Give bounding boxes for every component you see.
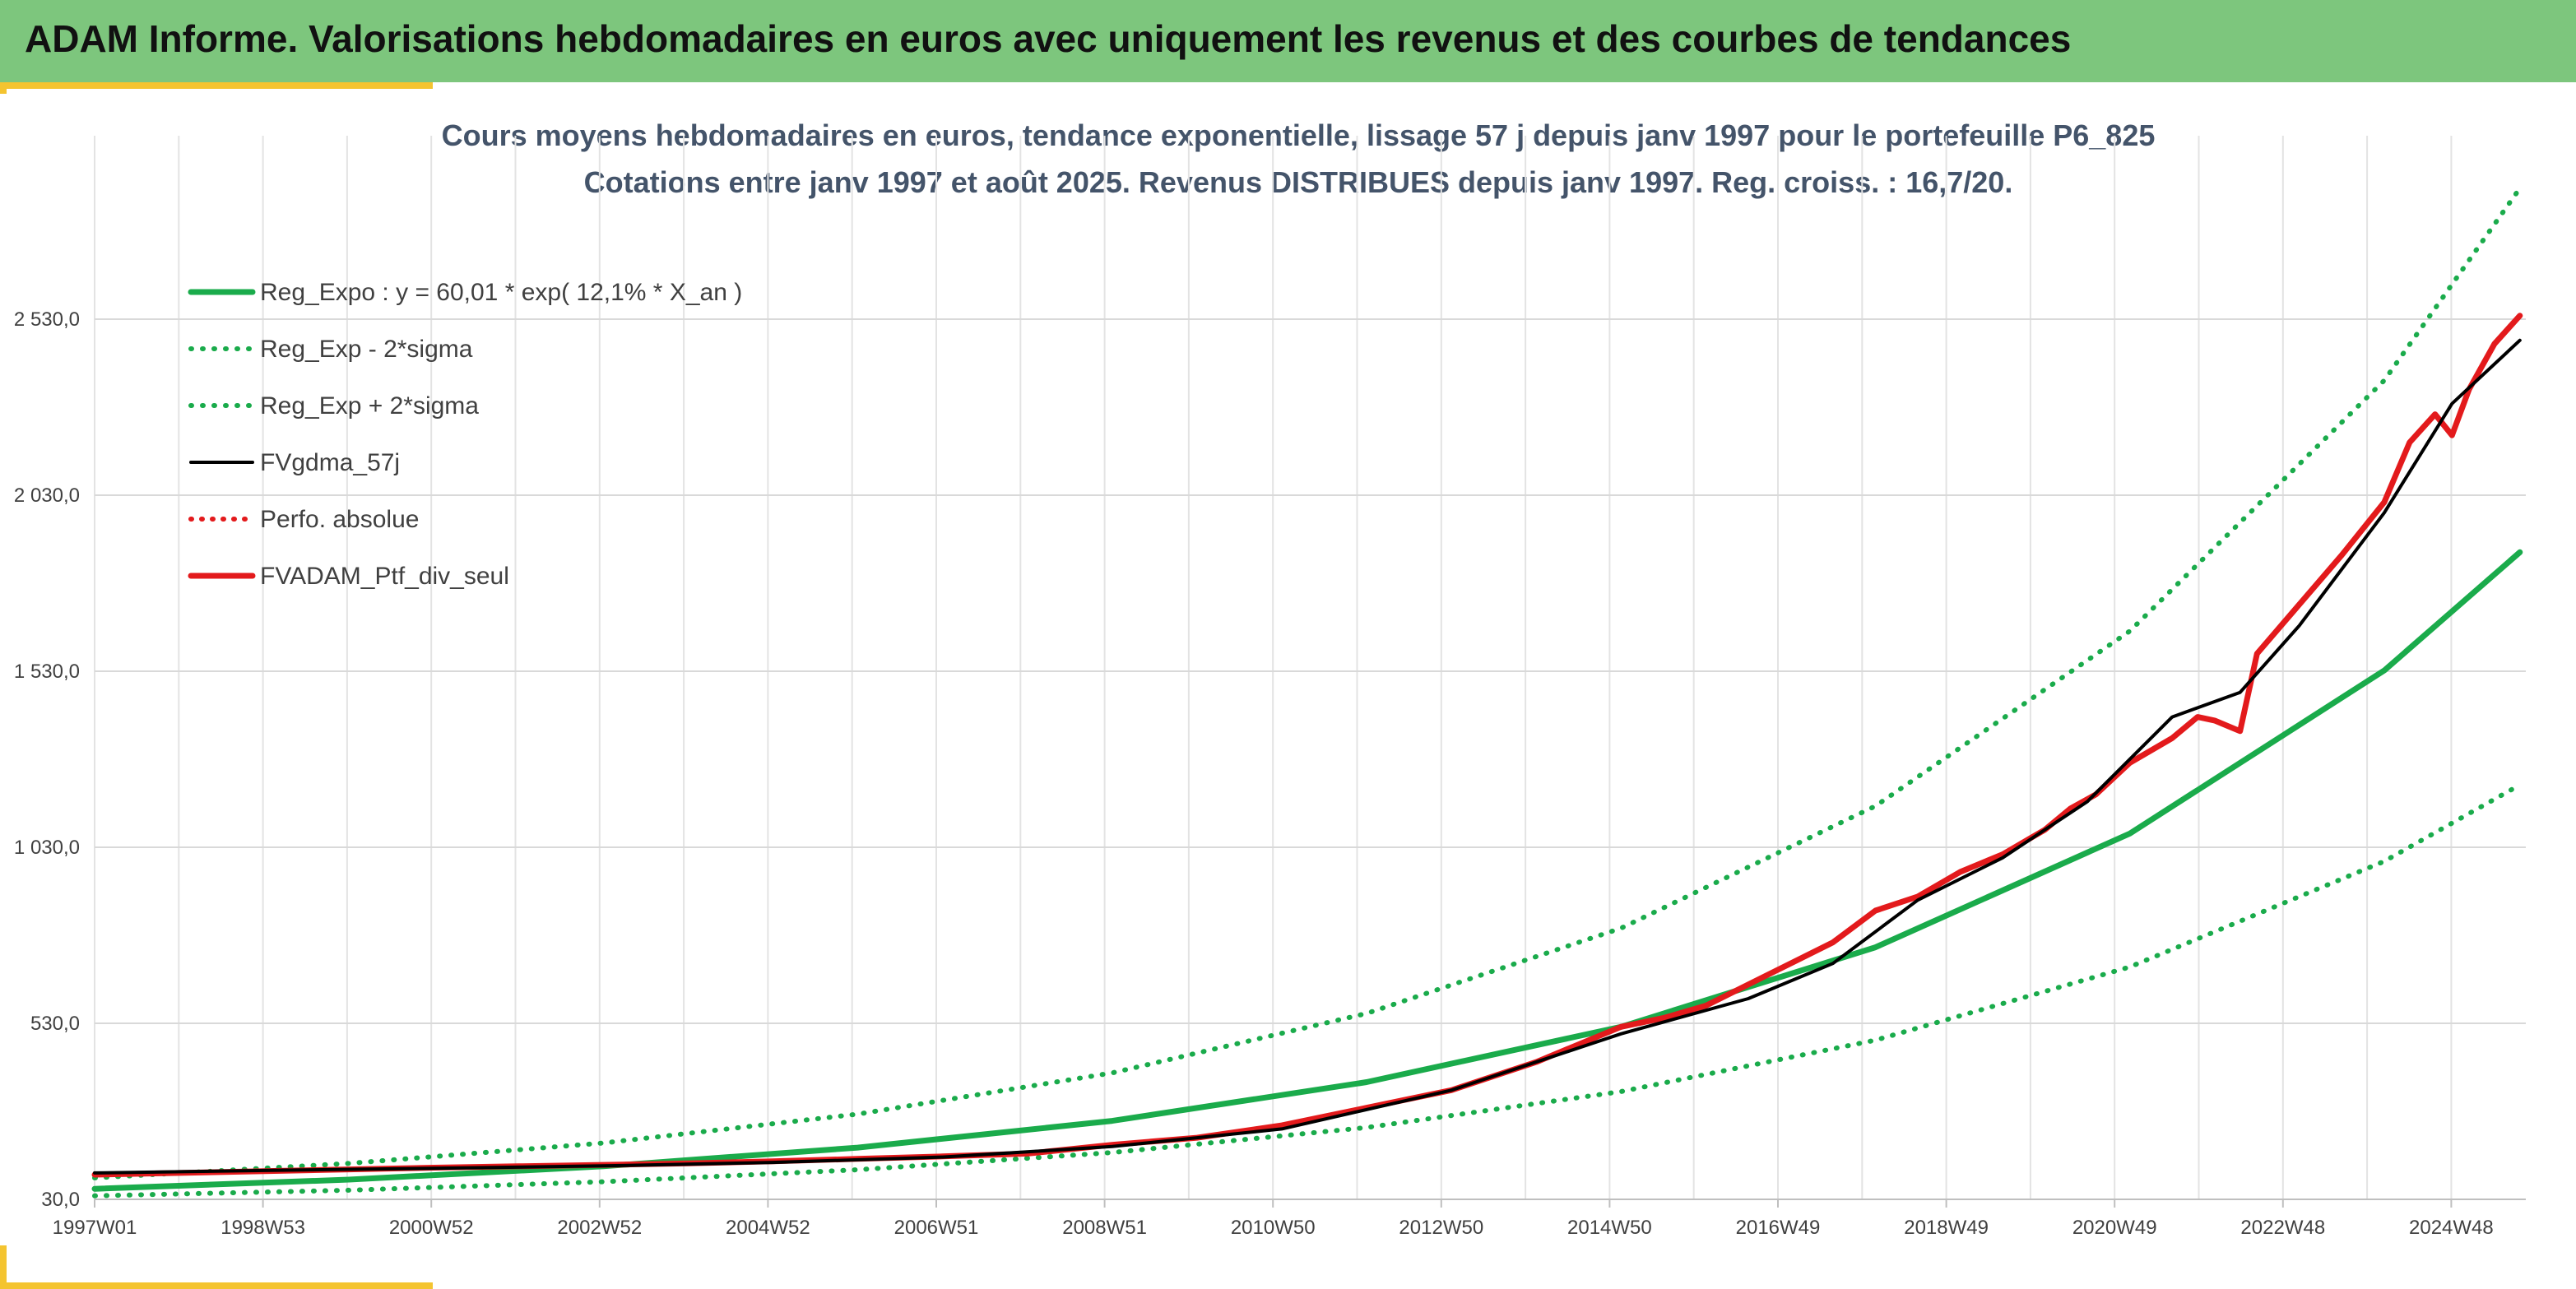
x-tick-label: 1998W53 [220,1217,305,1239]
x-tick-label: 2006W51 [894,1217,979,1239]
x-tick-label: 2014W50 [1567,1217,1652,1239]
x-tick-label: 2020W49 [2072,1217,2157,1239]
x-tick-label: 2016W49 [1736,1217,1821,1239]
legend-label: FVgdma_57j [260,449,400,476]
x-tick-label: 2010W50 [1231,1217,1316,1239]
x-tick-label: 2004W52 [726,1217,810,1239]
legend-label: Perfo. absolue [260,506,419,533]
series-group [91,185,2523,1199]
header-banner: ADAM Informe. Valorisations hebdomadaire… [0,0,2576,82]
y-tick-label: 530,0 [30,1013,80,1035]
accent-bar-left [0,82,7,94]
x-tick-label: 2018W49 [1904,1217,1989,1239]
x-tick-label: 2012W50 [1399,1217,1483,1239]
y-tick-label: 1 030,0 [14,837,80,859]
series-line-3 [93,338,2522,1175]
legend-label: Reg_Exp + 2*sigma [260,392,479,420]
x-tick-label: 2024W48 [2409,1217,2494,1239]
chart: Cours moyens hebdomadaires en euros, ten… [14,118,2526,1239]
series-line-0 [91,549,2523,1192]
series-line-1 [92,782,2523,1199]
accent-bar-bottom-left [0,1282,433,1289]
x-tick-label: 2002W52 [557,1217,642,1239]
accent-bar-left-bottom [0,1245,7,1289]
legend-label: Reg_Expo : y = 60,01 * exp( 12,1% * X_an… [260,279,742,306]
y-tick-label: 2 030,0 [14,485,80,507]
y-tick-label: 2 530,0 [14,308,80,331]
chart-title-line2: Cotations entre janv 1997 et août 2025. … [584,165,2013,199]
x-tick-label: 2008W51 [1062,1217,1147,1239]
axes: 30,0 530,0 1 030,0 1 530,0 2 030,0 2 530,0 199… [14,308,2526,1239]
series-line-2 [92,185,2523,1180]
legend-label: FVADAM_Ptf_div_seul [260,563,509,590]
y-tick-label: 30,0 [41,1189,80,1211]
legend-label: Reg_Exp - 2*sigma [260,336,473,363]
x-tick-label: 1997W01 [53,1217,137,1239]
accent-bar-top-left [0,82,433,89]
chart-title-line1: Cours moyens hebdomadaires en euros, ten… [442,118,2156,152]
x-tick-label: 2000W52 [389,1217,474,1239]
y-tick-label: 1 530,0 [14,661,80,683]
legend: Reg_Expo : y = 60,01 * exp( 12,1% * X_an… [188,279,742,590]
page-title: ADAM Informe. Valorisations hebdomadaire… [25,17,2072,60]
series-line-5 [91,313,2523,1178]
x-tick-label: 2022W48 [2240,1217,2325,1239]
